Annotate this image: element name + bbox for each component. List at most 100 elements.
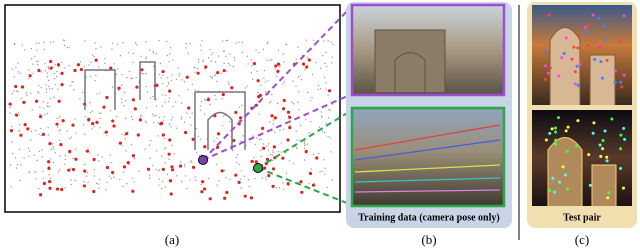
cloud-point <box>103 132 105 134</box>
cloud-point <box>157 135 159 137</box>
cloud-point <box>21 44 23 47</box>
cloud-point <box>93 55 95 58</box>
cloud-point <box>52 145 54 148</box>
cloud-point <box>261 177 264 179</box>
cloud-point <box>94 79 96 82</box>
cloud-point <box>296 139 298 141</box>
cloud-point <box>71 123 75 127</box>
cloud-point <box>178 95 180 97</box>
cloud-point <box>303 140 306 143</box>
cloud-point <box>240 187 242 189</box>
cloud-point <box>64 154 67 157</box>
cloud-point <box>272 151 274 154</box>
cloud-point <box>300 190 304 194</box>
cloud-point <box>330 41 332 44</box>
cloud-point <box>109 154 112 156</box>
cloud-point <box>196 71 200 75</box>
cloud-point <box>242 135 244 137</box>
cloud-point <box>278 186 281 189</box>
cloud-point <box>101 156 104 158</box>
cloud-point <box>240 178 242 180</box>
cloud-point <box>91 54 94 56</box>
cloud-point <box>216 132 221 136</box>
cloud-point <box>159 62 162 65</box>
cloud-point <box>327 117 330 119</box>
cloud-point <box>324 62 326 65</box>
keypoint <box>572 45 576 49</box>
cloud-point <box>155 52 158 55</box>
cloud-point <box>255 137 258 139</box>
cloud-point <box>321 130 324 133</box>
cloud-point <box>18 113 21 116</box>
cloud-point <box>327 94 329 96</box>
cloud-point <box>175 127 178 129</box>
cloud-point <box>282 83 284 85</box>
cloud-point <box>263 69 266 72</box>
cloud-point <box>82 124 85 126</box>
cloud-point <box>128 163 130 166</box>
cloud-point <box>155 114 157 117</box>
cloud-point <box>178 75 180 77</box>
cloud-point <box>143 73 145 75</box>
cloud-point <box>286 182 290 186</box>
cloud-point <box>111 48 113 50</box>
cloud-point <box>196 68 199 70</box>
cloud-point <box>64 44 66 47</box>
keypoint <box>562 52 566 56</box>
cloud-point <box>11 141 13 143</box>
cloud-point <box>195 127 197 130</box>
keypoint <box>607 191 611 195</box>
cloud-point <box>56 117 58 120</box>
cloud-point <box>100 112 102 114</box>
cloud-point <box>250 59 253 61</box>
cloud-point <box>41 149 43 151</box>
cloud-point <box>48 174 50 176</box>
cloud-point <box>42 101 44 103</box>
cloud-point <box>173 153 175 155</box>
cloud-point <box>73 68 77 73</box>
keypoint <box>606 196 610 200</box>
cloud-point <box>32 63 34 65</box>
cloud-point <box>55 187 60 191</box>
cloud-point <box>49 59 53 64</box>
cloud-point <box>271 184 275 188</box>
cloud-point <box>121 101 123 104</box>
cloud-point <box>250 72 253 74</box>
cloud-point <box>22 100 26 104</box>
cloud-point <box>106 181 108 184</box>
cloud-point <box>47 66 49 68</box>
cloud-point <box>84 133 86 135</box>
cloud-point <box>310 120 312 123</box>
cloud-point <box>199 44 202 47</box>
cloud-point <box>34 129 37 132</box>
keypoint <box>564 129 568 133</box>
cloud-point <box>262 48 265 50</box>
cloud-point <box>18 123 21 126</box>
cloud-point <box>155 105 158 107</box>
cloud-point <box>214 74 217 76</box>
cloud-point <box>28 74 32 78</box>
cloud-point <box>98 160 100 162</box>
cloud-point <box>45 84 47 86</box>
cloud-point <box>170 165 174 169</box>
cloud-point <box>144 148 146 150</box>
cloud-point <box>145 85 147 88</box>
cloud-point <box>286 110 291 114</box>
keypoint <box>603 129 607 133</box>
cloud-point <box>260 84 262 86</box>
keypoint <box>605 58 609 62</box>
cloud-point <box>269 153 272 156</box>
cloud-point <box>34 171 36 173</box>
cloud-point <box>31 109 33 111</box>
cloud-point <box>49 41 52 43</box>
cloud-point <box>58 130 60 132</box>
cloud-point <box>59 139 61 142</box>
keypoint <box>565 149 569 153</box>
cloud-point <box>40 71 43 73</box>
keypoint <box>576 119 580 123</box>
cloud-point <box>100 46 102 48</box>
cloud-point <box>251 169 254 172</box>
cloud-point <box>135 76 137 79</box>
cloud-point <box>271 154 273 156</box>
cloud-point <box>89 111 92 114</box>
